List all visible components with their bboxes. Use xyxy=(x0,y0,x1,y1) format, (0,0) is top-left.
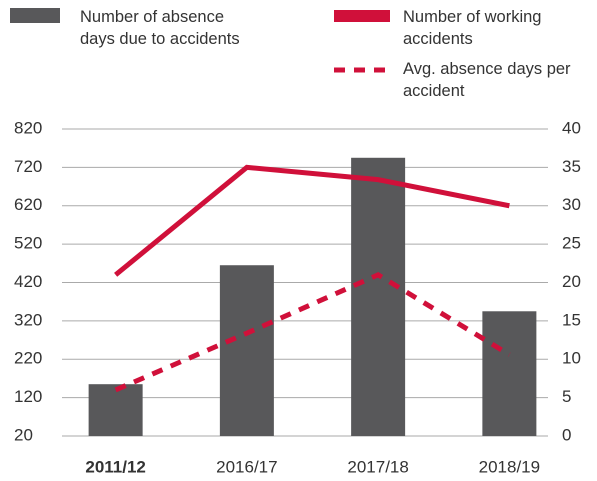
y2-tick-label: 40 xyxy=(562,118,581,137)
y-tick-label: 220 xyxy=(14,349,42,368)
y-tick-label: 120 xyxy=(14,387,42,406)
y2-tick-label: 15 xyxy=(562,310,581,329)
y-tick-label: 420 xyxy=(14,272,42,291)
x-tick-label: 2017/18 xyxy=(347,457,408,476)
y-tick-label: 620 xyxy=(14,195,42,214)
y-tick-label: 820 xyxy=(14,118,42,137)
x-tick-label: 2018/19 xyxy=(479,457,540,476)
line xyxy=(114,164,510,277)
y2-tick-label: 35 xyxy=(562,157,581,176)
legend-label: Number of absence days due to accidents xyxy=(80,8,240,48)
line xyxy=(114,272,511,393)
legend-label: Number of working accidents xyxy=(403,8,542,48)
y-tick-label: 320 xyxy=(14,310,42,329)
y2-tick-label: 0 xyxy=(562,425,571,444)
legend-label: Avg. absence days per accident xyxy=(403,60,571,100)
bar xyxy=(88,384,143,436)
y-tick-label: 720 xyxy=(14,157,42,176)
y2-tick-label: 10 xyxy=(562,349,581,368)
y2-tick-label: 20 xyxy=(562,272,581,291)
y-tick-label: 20 xyxy=(14,425,33,444)
bar xyxy=(351,157,406,436)
bar xyxy=(219,265,274,436)
x-tick-label: 2016/17 xyxy=(216,457,277,476)
y-tick-label: 520 xyxy=(14,234,42,253)
y2-tick-label: 25 xyxy=(562,234,581,253)
bar xyxy=(482,311,537,436)
legend-swatch xyxy=(10,8,60,23)
y2-tick-label: 30 xyxy=(562,195,581,214)
x-tick-label: 2011/12 xyxy=(85,457,146,476)
y2-tick-label: 5 xyxy=(562,387,571,406)
